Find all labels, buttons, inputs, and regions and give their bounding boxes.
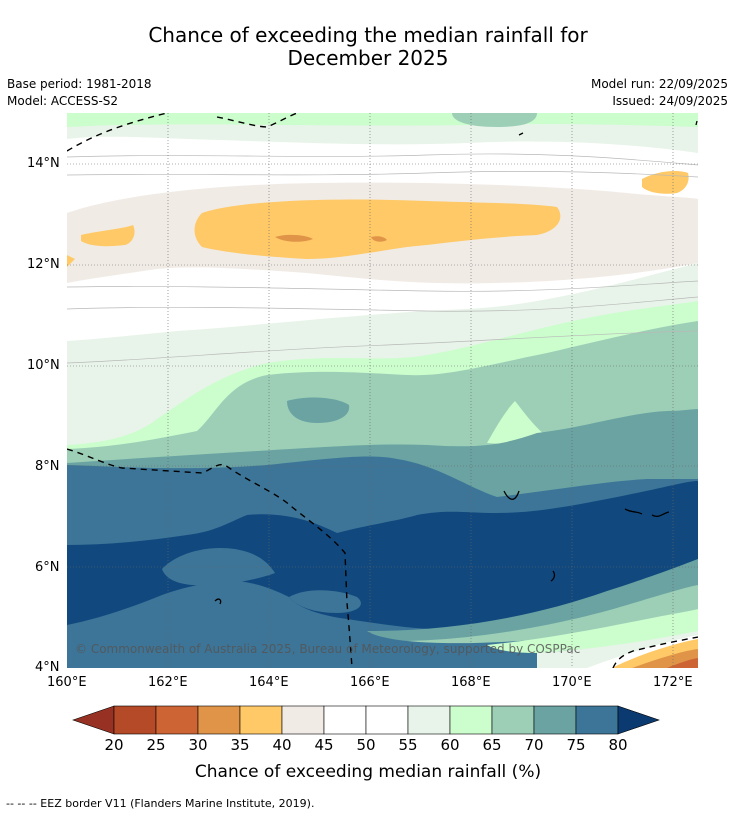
- eez-legend-footer: -- -- -- EEZ border V11 (Flanders Marine…: [6, 797, 315, 810]
- band-35-40-east: [642, 171, 689, 194]
- band-35-40-edge: [67, 255, 75, 267]
- band-65-top: [67, 113, 698, 127]
- band-75-80-inner: [162, 547, 275, 586]
- colorbar-label-35: 35: [230, 736, 250, 754]
- contour-lines: [67, 153, 698, 364]
- colorbar-segment-30-35: [197, 705, 241, 735]
- islands: [214, 120, 698, 605]
- colorbar-segment-55-60: [407, 705, 451, 735]
- band-60-65-island: [487, 401, 545, 444]
- colorbar-segment-25-30: [155, 705, 199, 735]
- colorbar-label-50: 50: [356, 736, 376, 754]
- band-80-plus: [67, 481, 698, 630]
- rainfall-map: © Commonwealth of Australia 2025, Bureau…: [67, 113, 698, 668]
- colorbar-segment-35-40: [239, 705, 283, 735]
- colorbar-segment-65-70: [491, 705, 535, 735]
- lon-tick-162e: 162°E: [148, 675, 188, 690]
- band-30-35-b: [371, 236, 387, 242]
- map-title-line1: Chance of exceeding the median rainfall …: [148, 23, 588, 47]
- lon-tick-170e: 170°E: [552, 675, 592, 690]
- model-name: Model: ACCESS-S2: [7, 94, 119, 108]
- band-35-40-main: [194, 199, 561, 259]
- colorbar-segment-70-75: [533, 705, 577, 735]
- lat-tick-12n: 12°N: [27, 257, 60, 272]
- band-75-80-inner2: [289, 590, 361, 613]
- issued-date: Issued: 24/09/2025: [612, 94, 728, 108]
- colorbar-label-65: 65: [482, 736, 502, 754]
- band-35-40-west: [81, 225, 135, 247]
- copyright-text: © Commonwealth of Australia 2025, Bureau…: [75, 642, 580, 656]
- colorbar-segment-60-65: [449, 705, 493, 735]
- colorbar-high-extend: [617, 705, 660, 735]
- colorbar-label-55: 55: [398, 736, 418, 754]
- colorbar-label-80: 80: [608, 736, 628, 754]
- colorbar-label-70: 70: [524, 736, 544, 754]
- colorbar-segment-45-50: [323, 705, 367, 735]
- grid-lines: [67, 113, 698, 668]
- lat-tick-14n: 14°N: [27, 156, 60, 171]
- colorbar-label-30: 30: [188, 736, 208, 754]
- colorbar-label-75: 75: [566, 736, 586, 754]
- colorbar-label-40: 40: [272, 736, 292, 754]
- model-run: Model run: 22/09/2025: [590, 77, 728, 91]
- lon-tick-160e: 160°E: [47, 675, 87, 690]
- lat-tick-6n: 6°N: [35, 560, 60, 575]
- colorbar-segment-40-45: [281, 705, 325, 735]
- colorbar-label-20: 20: [104, 736, 124, 754]
- lon-tick-168e: 168°E: [451, 675, 491, 690]
- colorbar-label-45: 45: [314, 736, 334, 754]
- lon-tick-172e: 172°E: [653, 675, 693, 690]
- eez-borders: [67, 113, 698, 668]
- colorbar: [72, 705, 660, 735]
- lat-tick-4n: 4°N: [35, 660, 60, 675]
- band-30-35-a: [275, 234, 313, 242]
- colorbar-segment-75-80: [575, 705, 619, 735]
- band-70-75-south: [367, 559, 698, 641]
- colorbar-segment-50-55: [365, 705, 409, 735]
- colorbar-title: Chance of exceeding median rainfall (%): [194, 762, 542, 782]
- base-period: Base period: 1981-2018: [7, 77, 152, 91]
- lat-tick-10n: 10°N: [27, 358, 60, 373]
- band-70-75-blob: [287, 397, 350, 423]
- band-25-30-south: [667, 658, 698, 668]
- colorbar-segment-20-25: [113, 705, 157, 735]
- colorbar-label-60: 60: [440, 736, 460, 754]
- colorbar-label-25: 25: [146, 736, 166, 754]
- lon-tick-166e: 166°E: [350, 675, 390, 690]
- colorbar-low-extend: [72, 705, 115, 735]
- band-70-top: [452, 113, 537, 127]
- lon-tick-164e: 164°E: [249, 675, 289, 690]
- map-title-line2: December 2025: [287, 46, 449, 70]
- band-60-65-south: [487, 609, 698, 653]
- lat-tick-8n: 8°N: [35, 459, 60, 474]
